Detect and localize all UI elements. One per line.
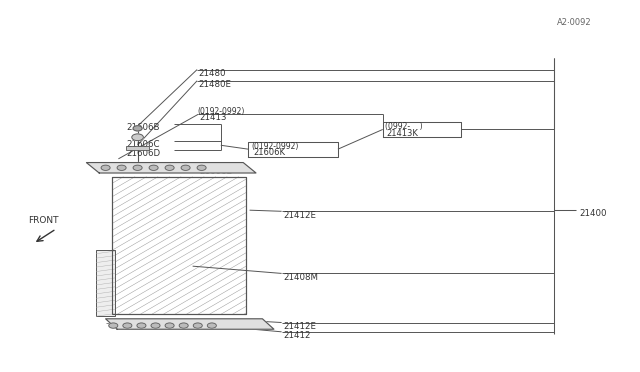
Circle shape [133, 165, 142, 170]
Text: 21413K: 21413K [387, 129, 419, 138]
Circle shape [123, 323, 132, 328]
Circle shape [117, 165, 126, 170]
Circle shape [197, 165, 206, 170]
Bar [96, 250, 115, 316]
Text: 21412E: 21412E [284, 211, 317, 219]
Text: (0192-0992): (0192-0992) [197, 107, 244, 116]
Text: 21408M: 21408M [284, 273, 319, 282]
Text: 21606C: 21606C [126, 140, 159, 149]
Text: 21606D: 21606D [126, 149, 160, 158]
Text: 21480: 21480 [198, 69, 226, 78]
Text: 21480E: 21480E [198, 80, 232, 89]
Circle shape [179, 323, 188, 328]
Text: 21412E: 21412E [284, 322, 317, 331]
Text: 21606E: 21606E [200, 167, 233, 176]
Circle shape [165, 323, 174, 328]
Circle shape [132, 134, 143, 141]
Text: 21412: 21412 [284, 331, 311, 340]
Polygon shape [86, 163, 256, 173]
Circle shape [101, 165, 110, 170]
Circle shape [151, 323, 160, 328]
Bar [112, 177, 246, 314]
Text: 21400: 21400 [579, 209, 607, 218]
Text: 21606B: 21606B [126, 123, 159, 132]
Text: 21413: 21413 [200, 113, 227, 122]
Circle shape [207, 323, 216, 328]
Text: FRONT: FRONT [28, 216, 59, 225]
Circle shape [137, 323, 146, 328]
Text: A2⋅0092: A2⋅0092 [557, 18, 591, 27]
Bar [112, 177, 246, 314]
Circle shape [193, 323, 202, 328]
Circle shape [181, 165, 190, 170]
Text: (0992-    ): (0992- ) [385, 122, 422, 131]
Text: (0192-0992): (0192-0992) [252, 142, 299, 151]
Circle shape [165, 165, 174, 170]
Bar [126, 146, 149, 150]
Text: 21606K: 21606K [253, 148, 285, 157]
Circle shape [133, 126, 142, 131]
Polygon shape [106, 319, 274, 329]
Circle shape [109, 323, 118, 328]
Circle shape [149, 165, 158, 170]
